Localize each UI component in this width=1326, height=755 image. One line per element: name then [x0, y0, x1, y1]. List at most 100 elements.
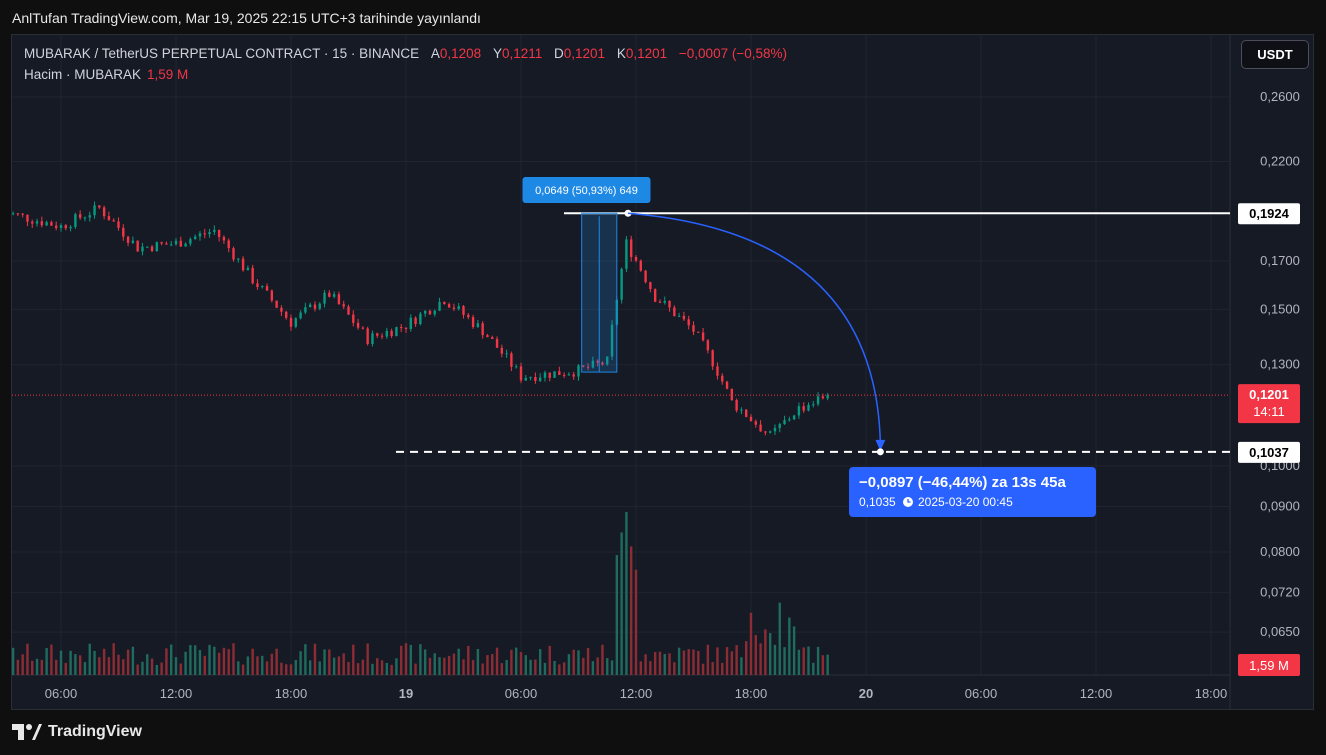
- volume-bar-03-18 22:15: [371, 663, 374, 675]
- volume-bar-03-18 22:00: [366, 643, 369, 675]
- chart-pane[interactable]: 0,0649 (50,93%) 649 −0,0897 (−46,44%) za …: [11, 34, 1314, 710]
- candle-03-19 02:15: [447, 302, 451, 308]
- volume-bar-03-18 15:00: [232, 643, 235, 675]
- candle-body: [515, 366, 518, 368]
- volume-bar-03-18 15:30: [241, 664, 245, 675]
- candle-03-18 10:45: [150, 244, 154, 253]
- tradingview-logo[interactable]: TradingView: [12, 723, 142, 741]
- volume-bar-03-19 01:15: [428, 657, 432, 675]
- volume-bar-03-18 12:45: [189, 645, 192, 675]
- candle-03-18 04:30: [31, 219, 34, 228]
- volume-bar-03-18 23:30: [395, 658, 398, 675]
- volume-bar-03-19 12:45: [649, 661, 652, 675]
- price-tick: 0,0900: [1260, 499, 1300, 514]
- volume-bar-03-18 04:00: [21, 654, 24, 675]
- candle-03-19 13:15: [658, 299, 662, 304]
- candle-03-19 15:15: [697, 331, 700, 333]
- volume-bar-03-19 16:45: [725, 647, 729, 675]
- volume-bar-03-18 09:30: [126, 649, 130, 675]
- symbol-name[interactable]: MUBARAK / TetherUS PERPETUAL CONTRACT · …: [24, 46, 420, 61]
- volume-bar-03-19 00:15: [409, 644, 412, 675]
- candle-03-19 17:15: [735, 398, 738, 413]
- candle-body: [706, 340, 710, 351]
- volume-bar-03-19 18:45: [764, 629, 767, 675]
- high-level-label-bg: [1238, 203, 1300, 225]
- candle-body: [64, 225, 67, 229]
- time-tick: 06:00: [965, 686, 998, 701]
- candle-body: [174, 240, 178, 245]
- volume-bar-03-18 19:45: [323, 649, 326, 675]
- candle-body: [179, 240, 182, 247]
- last-price-label: 0,1201: [1249, 387, 1289, 402]
- candle-03-19 01:15: [428, 309, 432, 315]
- candle-body: [74, 214, 77, 227]
- candle-03-19 13:00: [653, 288, 657, 303]
- time-tick: 18:00: [275, 686, 308, 701]
- candle-body: [754, 421, 757, 425]
- candle-03-18 22:15: [371, 330, 374, 347]
- candle-03-18 07:45: [93, 201, 96, 219]
- volume-bar-03-18 23:45: [400, 645, 403, 675]
- volume-bar-03-19 07:00: [538, 649, 542, 675]
- candle-03-18 23:00: [385, 327, 389, 339]
- volume-bar-03-18 07:15: [83, 662, 87, 675]
- volume-label[interactable]: Hacim · MUBARAK: [24, 67, 142, 82]
- candle-body: [107, 216, 111, 221]
- candle-body: [534, 377, 537, 381]
- candle-03-18 10:15: [141, 242, 144, 256]
- volume-bar-03-19 06:45: [534, 659, 537, 675]
- candle-body: [131, 240, 135, 243]
- volume-bar-03-18 10:30: [146, 654, 149, 675]
- candle-body: [716, 366, 719, 376]
- candle-body: [165, 243, 168, 245]
- candle-03-19 04:45: [495, 336, 499, 348]
- volume-bar-03-18 11:45: [170, 644, 173, 675]
- candle-03-19 09:45: [591, 356, 595, 369]
- volume-bar-03-19 15:00: [692, 649, 695, 675]
- candle-body: [788, 419, 791, 421]
- volume-bar-03-19 18:30: [759, 643, 762, 675]
- currency-button[interactable]: USDT: [1241, 40, 1309, 69]
- candle-03-18 08:00: [98, 205, 101, 209]
- candle-03-18 11:15: [160, 241, 163, 246]
- candle-03-19 05:30: [510, 351, 513, 372]
- candle-03-19 21:45: [821, 393, 825, 400]
- candle-body: [505, 353, 508, 355]
- volume-bar-03-18 14:45: [227, 649, 230, 675]
- candle-03-19 04:15: [486, 333, 489, 338]
- volume-bar-03-18 08:30: [107, 657, 111, 675]
- candle-03-19 04:30: [491, 335, 494, 340]
- volume-bar-03-19 02:00: [443, 657, 446, 675]
- volume-bar-03-18 21:30: [356, 663, 360, 675]
- volume-bar-03-19 21:30: [816, 646, 820, 675]
- drawings[interactable]: 0,0649 (50,93%) 649 −0,0897 (−46,44%) za …: [12, 177, 1230, 517]
- volume-bar-03-19 12:30: [644, 654, 647, 675]
- candle-03-19 21:30: [816, 392, 820, 407]
- close-label: K: [616, 46, 626, 61]
- candle-body: [701, 332, 705, 341]
- volume-bar-03-19 20:30: [797, 649, 801, 675]
- volume-bar-03-19 04:00: [481, 663, 484, 675]
- volume-bar-03-19 11:30: [625, 511, 628, 675]
- candle-03-19 12:45: [649, 281, 652, 293]
- volume-bar-03-19 03:15: [467, 645, 470, 675]
- candle-body: [821, 396, 825, 399]
- candle-body: [251, 267, 254, 284]
- candle-03-19 19:45: [783, 415, 786, 425]
- candle-03-19 19:30: [778, 422, 781, 433]
- forecast-curve: [627, 212, 882, 444]
- candle-body: [668, 300, 671, 308]
- candle-03-18 22:00: [366, 326, 369, 346]
- volume-bar-03-19 05:30: [510, 649, 513, 675]
- candle-body: [395, 327, 398, 336]
- chart-canvas[interactable]: 0,0649 (50,93%) 649 −0,0897 (−46,44%) za …: [12, 35, 1314, 710]
- candle-03-18 16:00: [251, 264, 254, 285]
- volume-bar-03-19 04:15: [486, 655, 489, 675]
- volume-bar-03-19 10:00: [596, 657, 599, 675]
- volume-bar-03-18 20:15: [332, 657, 336, 675]
- candle-03-18 13:30: [203, 228, 206, 239]
- volume-bar-03-19 15:45: [706, 644, 710, 675]
- forecast-main: −0,0897 (−46,44%) za 13s 45a: [859, 474, 1066, 491]
- candle-03-18 09:30: [126, 235, 130, 247]
- candle-body: [644, 270, 647, 283]
